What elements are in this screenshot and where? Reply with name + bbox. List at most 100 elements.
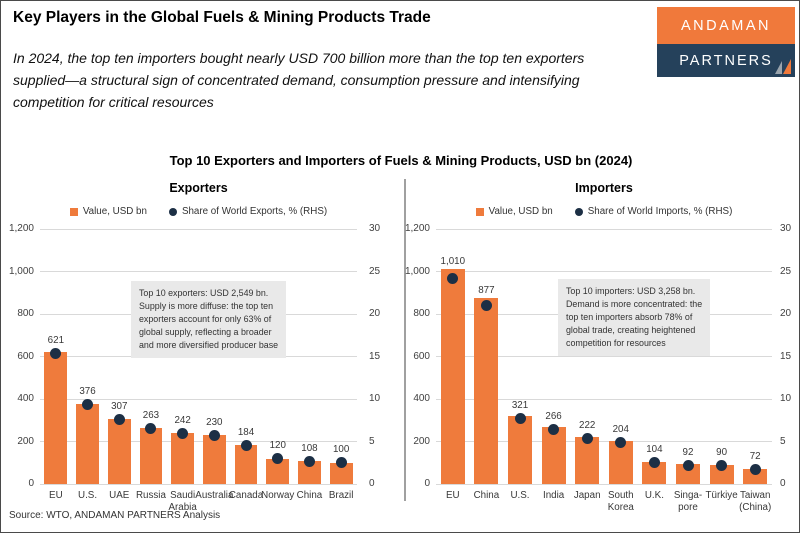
y-axis-tick-right: 10 <box>369 393 381 404</box>
y-axis-tick-right: 10 <box>780 393 792 404</box>
category-label: EU <box>49 490 63 501</box>
bar-value-label: 120 <box>269 440 286 451</box>
annotation-box: Top 10 importers: USD 3,258 bn. Demand i… <box>558 279 711 356</box>
category-label: India <box>542 490 565 501</box>
share-dot <box>682 459 694 471</box>
category-label: Saudi Arabia <box>168 490 197 513</box>
y-axis-tick-right: 20 <box>780 308 792 319</box>
bar-value-label: 242 <box>174 414 191 426</box>
bar <box>709 464 734 484</box>
category-label: Singa- pore <box>673 490 703 513</box>
bar <box>234 444 258 484</box>
share-dot <box>514 413 526 425</box>
y-axis-tick-right: 30 <box>369 223 381 234</box>
gridline <box>436 228 772 230</box>
gridline <box>436 271 772 272</box>
gridline <box>436 356 772 357</box>
category-label: Brazil <box>328 490 354 501</box>
legend: Value, USD bn Share of World Imports, % (… <box>436 206 772 217</box>
bar-value-label: 1,010 <box>440 256 466 268</box>
y-axis-tick-right: 25 <box>369 265 381 277</box>
y-axis-tick-right: 30 <box>780 223 792 234</box>
gridline <box>436 441 772 442</box>
share-dot <box>581 433 593 445</box>
category-label: Russia <box>135 490 166 501</box>
bar <box>743 468 768 484</box>
bar <box>575 436 600 484</box>
bar <box>474 297 499 484</box>
logo-line2: PARTNERS <box>679 52 773 69</box>
bar-value-label: 621 <box>47 335 65 347</box>
y-axis-tick-left: 0 <box>28 478 34 489</box>
share-dot <box>648 457 660 469</box>
category-label: U.K. <box>644 490 664 501</box>
logo-bottom-band: PARTNERS <box>657 44 795 77</box>
category-label: UAE <box>109 490 130 501</box>
category-label: China <box>473 490 500 501</box>
legend-item: Value, USD bn <box>475 206 553 217</box>
bar <box>507 415 533 484</box>
share-dot <box>303 455 315 467</box>
y-axis-tick-left: 800 <box>413 308 430 319</box>
category-label: Taiwan (China) <box>739 490 772 513</box>
y-axis-tick-left: 1,000 <box>404 265 430 277</box>
bar-value-label: 877 <box>478 284 495 296</box>
share-dot <box>548 424 560 436</box>
y-axis-tick-left: 400 <box>413 393 430 404</box>
category-label: Japan <box>573 490 601 501</box>
y-axis-tick-right: 0 <box>780 478 786 489</box>
importers-panel: Importers Value, USD bn Share of World Imp… <box>405 181 791 513</box>
gridline <box>436 398 772 400</box>
bar-value-label: 222 <box>579 420 596 432</box>
share-dot <box>50 348 62 360</box>
source-note: Source: WTO, ANDAMAN PARTNERS Analysis <box>9 510 221 521</box>
bar <box>107 418 131 484</box>
legend-label: Share of World Exports, % (RHS) <box>181 206 328 217</box>
bar <box>675 464 701 484</box>
bar <box>642 461 667 484</box>
y-axis-tick-left: 400 <box>17 393 34 404</box>
bar-value-label: 72 <box>749 451 761 463</box>
panel-title: Importers <box>575 181 633 195</box>
y-axis-tick-left: 1,200 <box>404 223 430 234</box>
share-dot-icon <box>168 207 177 216</box>
bar-value-label: 204 <box>612 423 629 435</box>
bar-value-label: 108 <box>301 442 318 454</box>
category-label: U.S. <box>510 490 530 501</box>
y-axis-tick-left: 800 <box>17 308 34 319</box>
y-axis-tick-left: 200 <box>413 435 430 447</box>
bar <box>440 269 465 484</box>
category-label: EU <box>445 490 460 501</box>
y-axis-tick-right: 20 <box>369 308 381 319</box>
share-dot <box>208 430 220 442</box>
bar-value-label: 230 <box>206 417 223 429</box>
share-dot <box>716 459 728 471</box>
bar-value-label: 321 <box>511 400 529 412</box>
y-axis-tick-left: 600 <box>17 350 34 362</box>
share-dot <box>272 453 284 464</box>
bar-value-label: 92 <box>682 446 694 458</box>
sail-icon <box>775 59 791 74</box>
y-axis-tick-right: 5 <box>369 435 375 447</box>
logo-top-band: ANDAMAN <box>657 7 795 44</box>
y-axis-tick-right: 15 <box>369 350 381 362</box>
bar <box>541 427 566 484</box>
legend-item: Share of World Exports, % (RHS) <box>168 206 328 217</box>
panel-divider <box>404 179 406 501</box>
bar-value-label: 90 <box>716 446 728 458</box>
exporters-panel: Exporters Value, USD bn Share of World Exp… <box>9 181 380 513</box>
legend-item: Value, USD bn <box>69 206 147 217</box>
chart-section: Top 10 Exporters and Importers of Fuels … <box>1 151 799 532</box>
legend: Value, USD bn Share of World Exports, % (… <box>40 206 357 217</box>
gridline <box>436 483 772 485</box>
legend-label: Value, USD bn <box>488 206 553 217</box>
category-label: Türkiye <box>705 490 738 501</box>
page-title: Key Players in the Global Fuels & Mining… <box>13 9 431 26</box>
y-axis-tick-left: 200 <box>17 435 34 447</box>
category-label: Canada <box>228 490 264 501</box>
share-dot <box>749 464 761 476</box>
panel-title: Exporters <box>169 181 228 195</box>
category-label: Norway <box>261 490 295 501</box>
value-swatch-icon <box>475 207 484 216</box>
